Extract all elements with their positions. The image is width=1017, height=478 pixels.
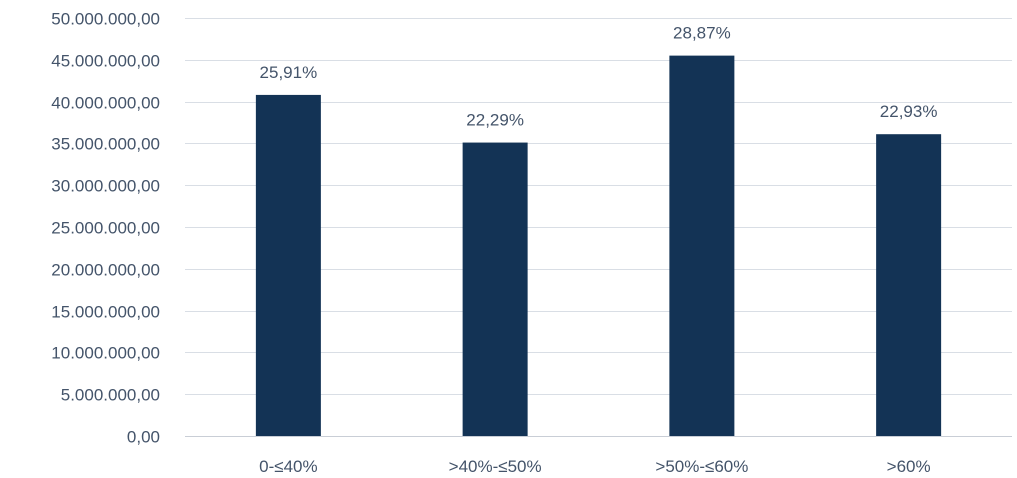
- data-label: 22,93%: [880, 102, 938, 121]
- gridlines: [185, 18, 1012, 437]
- data-label: 25,91%: [260, 63, 318, 82]
- y-tick-label: 50.000.000,00: [51, 10, 160, 29]
- y-tick-label: 45.000.000,00: [51, 52, 160, 71]
- y-tick-label: 5.000.000,00: [61, 386, 160, 405]
- y-tick-label: 10.000.000,00: [51, 344, 160, 363]
- x-tick-label: >60%: [887, 457, 931, 476]
- bar: [669, 55, 735, 437]
- data-label: 22,29%: [466, 111, 524, 130]
- y-tick-label: 40.000.000,00: [51, 94, 160, 113]
- bar: [462, 142, 528, 436]
- bar: [255, 94, 321, 437]
- x-tick-label: >40%-≤50%: [449, 457, 542, 476]
- x-tick-label: >50%-≤60%: [655, 457, 748, 476]
- data-labels: 25,91% 22,29% 28,87% 22,93%: [260, 24, 938, 130]
- y-axis-tick-labels: 0,00 5.000.000,00 10.000.000,00 15.000.000,…: [51, 10, 160, 447]
- y-tick-label: 20.000.000,00: [51, 261, 160, 280]
- y-tick-label: 30.000.000,00: [51, 177, 160, 196]
- bars: [255, 55, 942, 437]
- bar: [876, 134, 942, 437]
- y-tick-label: 0,00: [127, 428, 160, 447]
- y-tick-label: 35.000.000,00: [51, 135, 160, 154]
- x-tick-label: 0-≤40%: [259, 457, 317, 476]
- x-axis-category-labels: 0-≤40% >40%-≤50% >50%-≤60% >60%: [259, 457, 930, 476]
- y-tick-label: 25.000.000,00: [51, 219, 160, 238]
- data-label: 28,87%: [673, 24, 731, 43]
- y-tick-label: 15.000.000,00: [51, 303, 160, 322]
